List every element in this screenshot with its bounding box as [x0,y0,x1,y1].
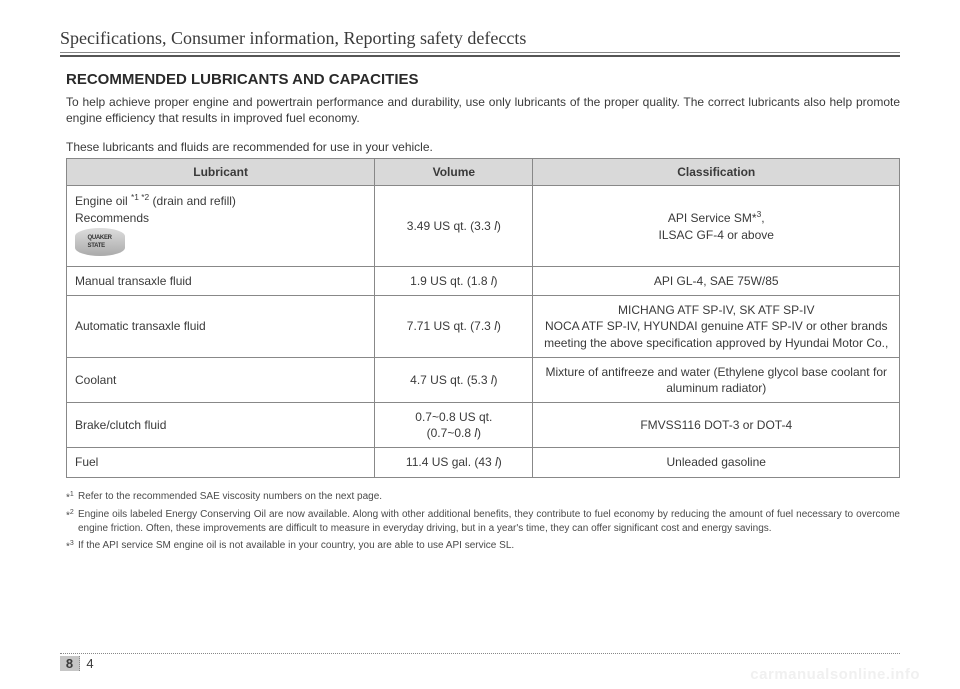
cell-volume: 11.4 US gal. (43 l) [375,448,533,477]
col-header-volume: Volume [375,159,533,186]
class-after: , [761,211,764,225]
chapter-title: Specifications, Consumer information, Re… [60,28,900,52]
cell-classification: MICHANG ATF SP-IV, SK ATF SP-IVNOCA ATF … [533,296,900,358]
table-row: Manual transaxle fluid 1.9 US qt. (1.8 l… [67,266,900,295]
footnote-text: If the API service SM engine oil is not … [78,539,900,554]
col-header-classification: Classification [533,159,900,186]
volume-text: 3.49 US qt. (3.3 l) [407,219,501,233]
intro-paragraph: To help achieve proper engine and powert… [66,94,900,126]
engine-oil-sup: *1 *2 [131,192,149,202]
engine-oil-recommends: Recommends [75,211,149,225]
page-header: Specifications, Consumer information, Re… [60,28,900,57]
quaker-state-logo: QUAKER STATE [75,228,125,256]
footnote-text: Refer to the recommended SAE viscosity n… [78,490,900,505]
watermark: carmanualsonline.info [750,666,920,683]
cell-volume: 7.71 US qt. (7.3 l) [375,296,533,358]
footnote-label: *2 [66,508,78,535]
cell-lubricant: Brake/clutch fluid [67,403,375,448]
footnotes: *1 Refer to the recommended SAE viscosit… [66,490,900,555]
lubricants-table: Lubricant Volume Classification Engine o… [66,158,900,477]
cell-lubricant: Automatic transaxle fluid [67,296,375,358]
footnote-text: Engine oils labeled Energy Conserving Oi… [78,508,900,535]
page-sub-num: 4 [80,656,100,671]
cell-lubricant: Fuel [67,448,375,477]
rule-thin [60,52,900,53]
table-row: Brake/clutch fluid 0.7~0.8 US qt.(0.7~0.… [67,403,900,448]
cell-engine-oil-volume: 3.49 US qt. (3.3 l) [375,186,533,267]
table-intro: These lubricants and fluids are recommen… [66,140,900,154]
cell-volume: 1.9 US qt. (1.8 l) [375,266,533,295]
class-line2: ILSAC GF-4 or above [659,228,774,242]
col-header-lubricant: Lubricant [67,159,375,186]
engine-oil-label: Engine oil [75,194,131,208]
footnote-sup: 1 [70,491,74,498]
table-row: Automatic transaxle fluid 7.71 US qt. (7… [67,296,900,358]
engine-oil-after: (drain and refill) [149,194,236,208]
footnote-label: *3 [66,539,78,554]
footnote-1: *1 Refer to the recommended SAE viscosit… [66,490,900,505]
cell-classification: API GL-4, SAE 75W/85 [533,266,900,295]
cell-volume: 4.7 US qt. (5.3 l) [375,357,533,402]
cell-engine-oil-class: API Service SM*3, ILSAC GF-4 or above [533,186,900,267]
table-header-row: Lubricant Volume Classification [67,159,900,186]
rule-thick [60,55,900,57]
class-line1: API Service SM* [668,211,757,225]
cell-classification: FMVSS116 DOT-3 or DOT-4 [533,403,900,448]
footnote-3: *3 If the API service SM engine oil is n… [66,539,900,554]
table-row: Fuel 11.4 US gal. (43 l) Unleaded gasoli… [67,448,900,477]
table-row: Engine oil *1 *2 (drain and refill) Reco… [67,186,900,267]
footnote-sup: 2 [70,509,74,516]
page-chapter-num: 8 [60,656,80,671]
cell-engine-oil-lubricant: Engine oil *1 *2 (drain and refill) Reco… [67,186,375,267]
footnote-sup: 3 [70,540,74,547]
section-heading: RECOMMENDED LUBRICANTS AND CAPACITIES [66,71,900,88]
cell-lubricant: Manual transaxle fluid [67,266,375,295]
cell-volume: 0.7~0.8 US qt.(0.7~0.8 l) [375,403,533,448]
footnote-label: *1 [66,490,78,505]
table-row: Coolant 4.7 US qt. (5.3 l) Mixture of an… [67,357,900,402]
dotted-rule [60,653,900,654]
footnote-2: *2 Engine oils labeled Energy Conserving… [66,508,900,535]
cell-classification: Mixture of antifreeze and water (Ethylen… [533,357,900,402]
cell-lubricant: Coolant [67,357,375,402]
cell-classification: Unleaded gasoline [533,448,900,477]
logo-text: QUAKER STATE [88,234,113,250]
